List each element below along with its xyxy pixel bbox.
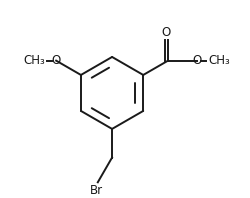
Text: O: O (162, 26, 171, 39)
Text: O: O (52, 54, 61, 67)
Text: CH₃: CH₃ (23, 54, 45, 67)
Text: O: O (192, 54, 201, 67)
Text: CH₃: CH₃ (208, 54, 230, 67)
Text: Br: Br (90, 184, 102, 197)
